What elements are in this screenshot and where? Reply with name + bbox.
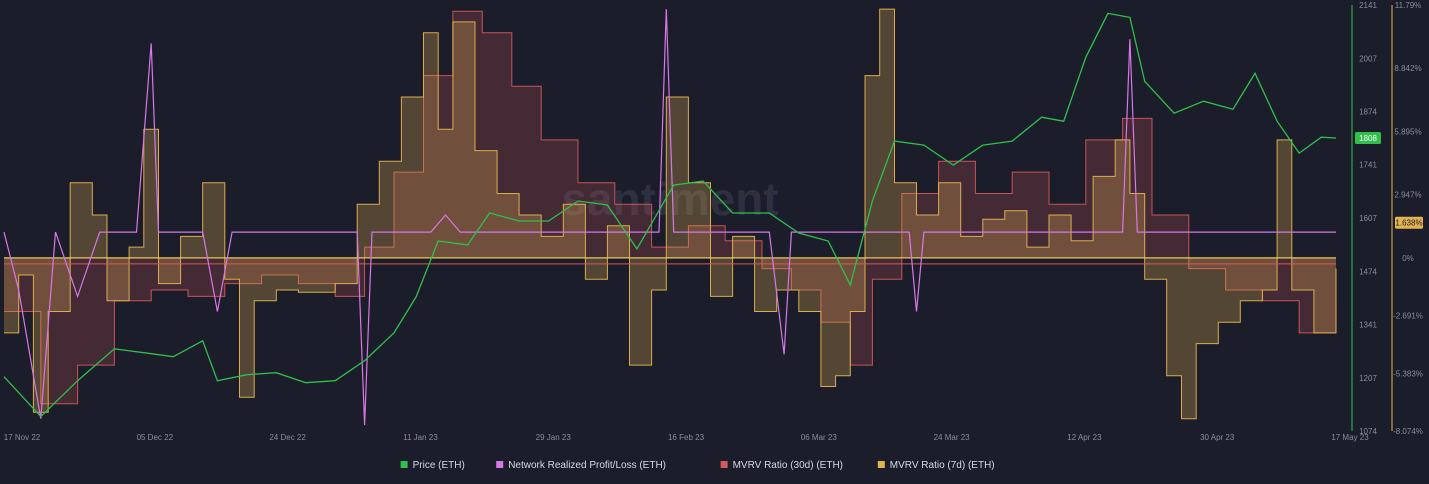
mvrv-tick-label: 8.842%	[1394, 64, 1421, 73]
price-tick-label: 1874	[1359, 108, 1377, 117]
legend-swatch	[496, 461, 504, 468]
x-tick-label: 16 Feb 23	[668, 433, 705, 442]
legend-label: MVRV Ratio (30d) (ETH)	[733, 460, 843, 471]
price-current-label: 1808	[1359, 134, 1377, 143]
legend-item[interactable]: Network Realized Profit/Loss (ETH)	[496, 460, 666, 471]
price-tick-label: 1474	[1359, 267, 1377, 276]
x-tick-label: 30 Apr 23	[1200, 433, 1235, 442]
legend-label: Network Realized Profit/Loss (ETH)	[508, 460, 666, 471]
mvrv-tick-label: -2.691%	[1393, 312, 1423, 321]
mvrv-7d-line	[4, 8, 1337, 420]
price-tick-label: 1341	[1359, 320, 1377, 329]
price-tick-label: 2007	[1359, 54, 1377, 63]
legend-swatch	[877, 461, 885, 468]
nrpl-line	[3, 9, 1336, 426]
x-tick-label: 17 Nov 22	[4, 433, 41, 442]
x-tick-label: 12 Apr 23	[1067, 433, 1102, 442]
legend-item[interactable]: Price (ETH)	[400, 460, 465, 471]
mvrv-tick-label: 0%	[1402, 254, 1414, 263]
price-tick-label: 1074	[1359, 427, 1377, 436]
mvrv-tick-label: 11.79%	[1395, 1, 1422, 10]
x-tick-label: 17 May 23	[1331, 433, 1369, 442]
x-tick-label: 06 Mar 23	[801, 433, 838, 442]
mvrv-current-badge	[1395, 216, 1423, 229]
price-current-badge	[1355, 131, 1381, 144]
price-tick-label: 1741	[1359, 161, 1377, 170]
legend-item[interactable]: MVRV Ratio (30d) (ETH)	[720, 460, 843, 471]
x-tick-label: 24 Mar 23	[934, 433, 971, 442]
x-tick-label: 29 Jan 23	[536, 433, 572, 442]
price-tick-label: 2141	[1359, 1, 1377, 10]
mvrv-tick-label: -8.074%	[1393, 427, 1423, 436]
legend-swatch	[400, 461, 408, 468]
mvrv-30d-area	[4, 11, 1336, 404]
legend-label: Price (ETH)	[413, 460, 465, 471]
price-tick-label: 1207	[1359, 374, 1377, 383]
mvrv-tick-label: 5.895%	[1394, 127, 1421, 136]
mvrv-7d-area	[4, 9, 1336, 419]
x-tick-label: 24 Dec 22	[269, 433, 306, 442]
price-line	[3, 12, 1337, 418]
watermark-text: santiment	[561, 173, 778, 225]
legend-swatch	[720, 461, 728, 468]
x-tick-label: 11 Jan 23	[403, 433, 438, 442]
legend-label: MVRV Ratio (7d) (ETH)	[890, 460, 995, 471]
x-tick-label: 05 Dec 22	[137, 433, 174, 442]
mvrv-tick-label: -5.383%	[1393, 369, 1423, 378]
legend-item[interactable]: MVRV Ratio (7d) (ETH)	[877, 460, 995, 471]
price-tick-label: 1607	[1359, 214, 1377, 223]
mvrv-tick-label: 2.947%	[1394, 191, 1421, 200]
mvrv-current-label: 1.638%	[1395, 219, 1422, 228]
